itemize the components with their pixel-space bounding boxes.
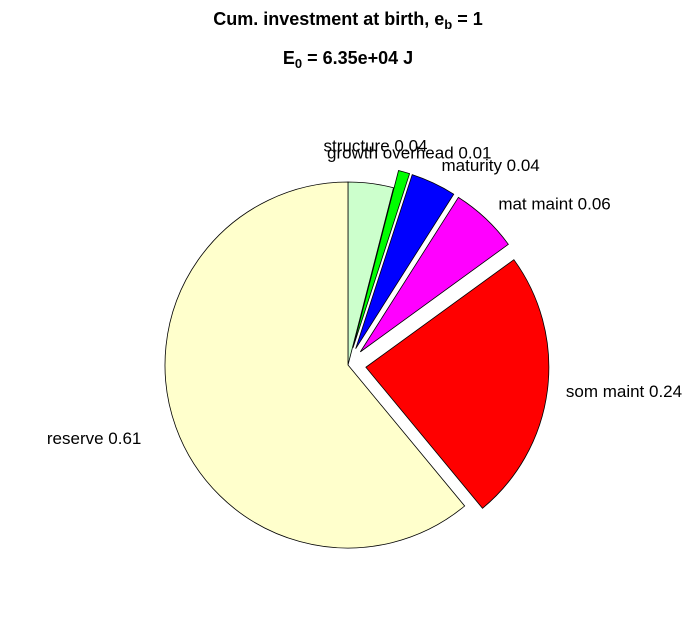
pie-slice bbox=[164, 181, 466, 549]
chart-title: Cum. investment at birth, eb = 1 bbox=[213, 9, 483, 33]
slice-label: reserve 0.61 bbox=[47, 429, 142, 448]
slice-label: mat maint 0.06 bbox=[498, 194, 610, 213]
slice-label: maturity 0.04 bbox=[442, 156, 540, 175]
slice-label: som maint 0.24 bbox=[566, 382, 682, 401]
pie-slice bbox=[352, 169, 411, 348]
chart-subtitle: E0 = 6.35e+04 J bbox=[283, 48, 413, 72]
slice-label: growth overhead 0.01 bbox=[327, 144, 491, 163]
pie-slice bbox=[359, 196, 509, 353]
pie-slice bbox=[355, 174, 455, 349]
pie-slice bbox=[365, 259, 550, 509]
slice-label: structure 0.04 bbox=[324, 137, 428, 156]
